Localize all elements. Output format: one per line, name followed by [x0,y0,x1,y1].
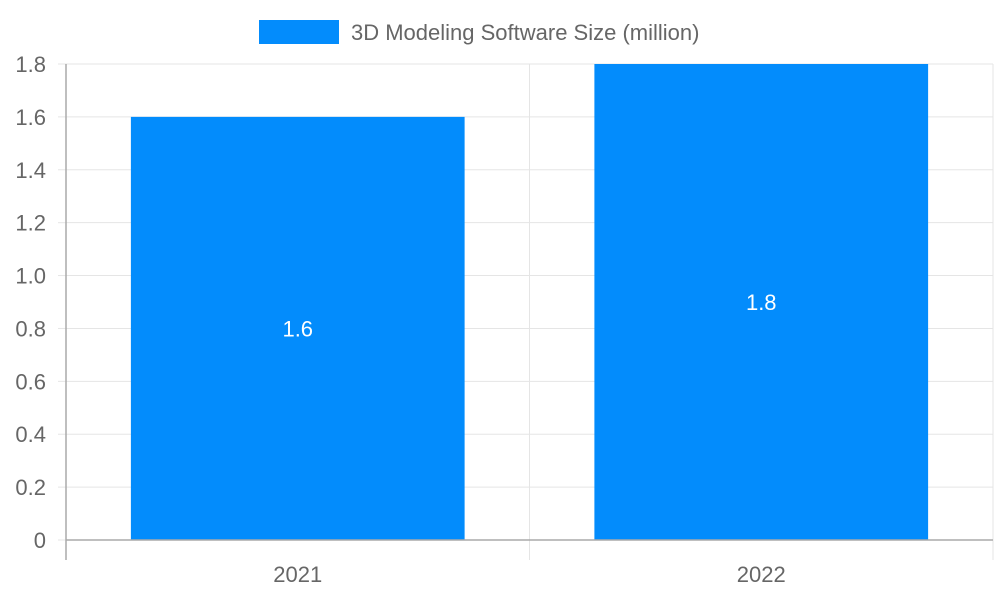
y-tick-label: 0.6 [15,369,46,394]
y-tick-label: 1.6 [15,105,46,130]
data-label: 1.6 [282,316,313,341]
y-tick-label: 0 [34,528,46,553]
y-tick-label: 1.4 [15,158,46,183]
y-tick-label: 1.2 [15,211,46,236]
y-tick-label: 0.8 [15,316,46,341]
y-tick-label: 1.0 [15,264,46,289]
y-tick-label: 0.2 [15,475,46,500]
y-tick-label: 0.4 [15,422,46,447]
bar-2022[interactable] [594,64,929,540]
axes: 0 0.2 0.4 0.6 0.8 1.0 1.2 1.4 1.6 1.8 2021 2022 [15,52,993,587]
legend-swatch [259,20,339,44]
y-tick-label: 1.8 [15,52,46,77]
legend[interactable]: 3D Modeling Software Size (million) [259,20,699,45]
x-tick-label: 2021 [273,562,322,587]
x-tick-label: 2022 [737,562,786,587]
data-label: 1.8 [746,290,777,315]
legend-label: 3D Modeling Software Size (million) [351,20,699,45]
bar-2021[interactable] [130,116,465,540]
bars: 1.6 1.8 [130,64,929,540]
